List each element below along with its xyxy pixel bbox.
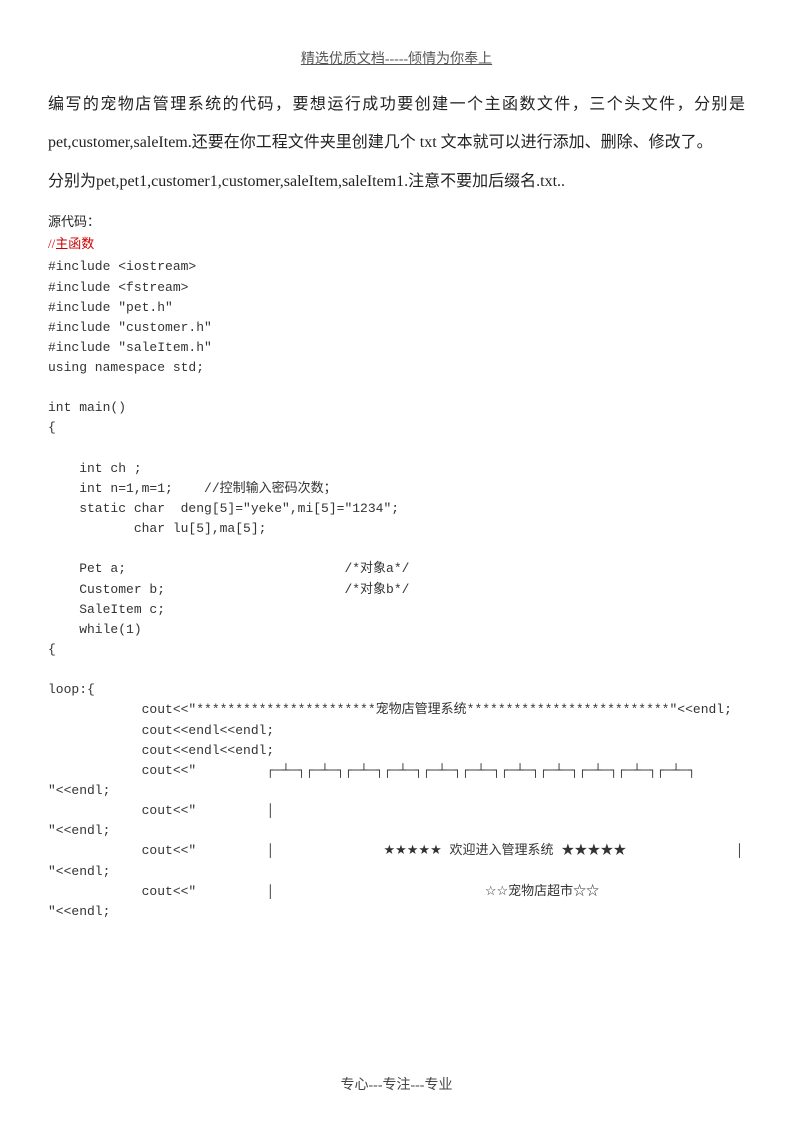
source-code-label: 源代码： — [48, 211, 745, 233]
main-function-comment: //主函数 — [48, 233, 745, 255]
page-footer: 专心---专注---专业 — [0, 1074, 793, 1094]
intro-paragraph-1: 编写的宠物店管理系统的代码，要想运行成功要创建一个主函数文件，三个头文件，分别是… — [48, 86, 745, 163]
intro-section: 编写的宠物店管理系统的代码，要想运行成功要创建一个主函数文件，三个头文件，分别是… — [48, 86, 745, 201]
source-code-block: #include <iostream> #include <fstream> #… — [48, 257, 745, 922]
page-header: 精选优质文档-----倾情为你奉上 — [48, 48, 745, 68]
intro-paragraph-2: 分别为pet,pet1,customer1,customer,saleItem,… — [48, 163, 745, 201]
